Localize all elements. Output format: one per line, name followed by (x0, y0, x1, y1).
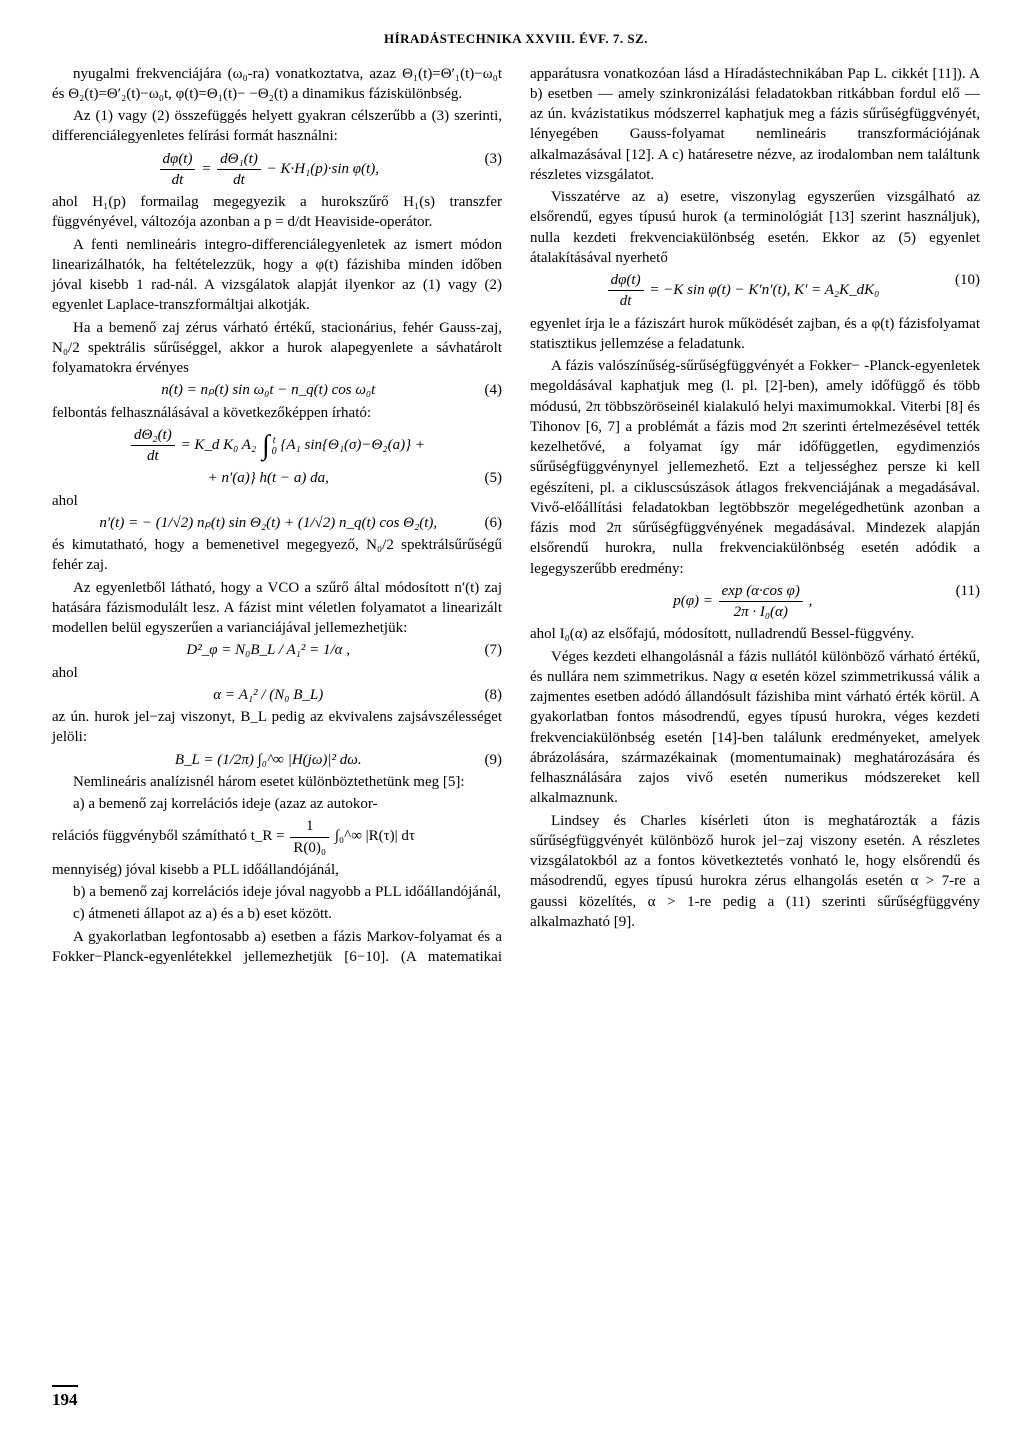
para: és kimutatható, hogy a bemenetivel megeg… (52, 535, 502, 576)
para: az ún. hurok jel−zaj viszonyt, B_L pedig… (52, 707, 502, 748)
eq-number: (5) (485, 468, 503, 488)
equation-7: D²_φ = N₀B_L / A₁² = 1/α , (7) (52, 640, 502, 660)
para: ahol I₀(α) az elsőfajú, módosított, null… (530, 624, 980, 644)
eq-number: (6) (485, 513, 503, 533)
para: Ha a bemenő zaj zérus várható értékű, st… (52, 318, 502, 379)
body-columns: nyugalmi frekvenciájára (ω₀-ra) vonatkoz… (52, 64, 980, 968)
para: egyenlet írja le a fáziszárt hurok működ… (530, 314, 980, 355)
para: A fenti nemlineáris integro-differenciál… (52, 235, 502, 316)
equation-11: p(φ) = exp (α·cos φ)2π · I₀(α) , (11) (530, 581, 980, 623)
para: Visszatérve az a) esetre, viszonylag egy… (530, 187, 980, 268)
equation-6: n′(t) = − (1/√2) nₚ(t) sin Θ₂(t) + (1/√2… (52, 513, 502, 533)
para: Lindsey és Charles kísérleti úton is meg… (530, 811, 980, 933)
eq-number: (4) (485, 380, 503, 400)
eq-number: (8) (485, 685, 503, 705)
equation-4: n(t) = nₚ(t) sin ω₀t − n_q(t) cos ω₀t (4… (52, 380, 502, 400)
para: Az (1) vagy (2) összefüggés helyett gyak… (52, 106, 502, 147)
page: HÍRADÁSTECHNIKA XXVIII. ÉVF. 7. SZ. nyug… (0, 0, 1024, 1432)
eq-number: (10) (955, 270, 980, 290)
para: Az egyenletből látható, hogy a VCO a szű… (52, 578, 502, 639)
equation-5: dΘ₂(t)dt = K_d K₀ A₂ ∫t0 {A₁ sin{Θ₁(σ)−Θ… (52, 425, 502, 467)
eq-number: (9) (485, 750, 503, 770)
para-item-a2: relációs függvényből számítható t_R = 1R… (52, 816, 502, 858)
para-item-b: b) a bemenő zaj korrelációs ideje jóval … (52, 882, 502, 902)
eq-number: (3) (485, 149, 503, 169)
para: ahol H₁(p) formailag megegyezik a huroks… (52, 192, 502, 233)
para-item-c: c) átmeneti állapot az a) és a b) eset k… (52, 904, 502, 924)
equation-8: α = A₁² / (N₀ B_L) (8) (52, 685, 502, 705)
para: felbontás felhasználásával a következőké… (52, 403, 502, 423)
eq-number: (7) (485, 640, 503, 660)
para: Véges kezdeti elhangolásnál a fázis null… (530, 647, 980, 809)
para: Nemlineáris analízisnél három esetet kül… (52, 772, 502, 792)
eq-number: (11) (956, 581, 980, 601)
para: mennyiség) jóval kisebb a PLL időállandó… (52, 860, 502, 880)
page-header: HÍRADÁSTECHNIKA XXVIII. ÉVF. 7. SZ. (52, 30, 980, 48)
para-item-a: a) a bemenő zaj korrelációs ideje (azaz … (52, 794, 502, 814)
para: ahol (52, 663, 502, 683)
equation-10: dφ(t)dt = −K sin φ(t) − K′n′(t), K′ = A₂… (530, 270, 980, 312)
equation-5b: + n′(a)} h(t − a) da, (5) (52, 468, 502, 488)
para: ahol (52, 491, 502, 511)
equation-9: B_L = (1/2π) ∫₀^∞ |H(jω)|² dω. (9) (52, 750, 502, 770)
equation-3: dφ(t)dt = dΘ₁(t)dt − K·H₁(p)·sin φ(t), (… (52, 149, 502, 191)
para: nyugalmi frekvenciájára (ω₀-ra) vonatkoz… (52, 64, 502, 105)
page-number: 194 (52, 1385, 78, 1412)
para: A fázis valószínűség-sűrűségfüggvényét a… (530, 356, 980, 579)
